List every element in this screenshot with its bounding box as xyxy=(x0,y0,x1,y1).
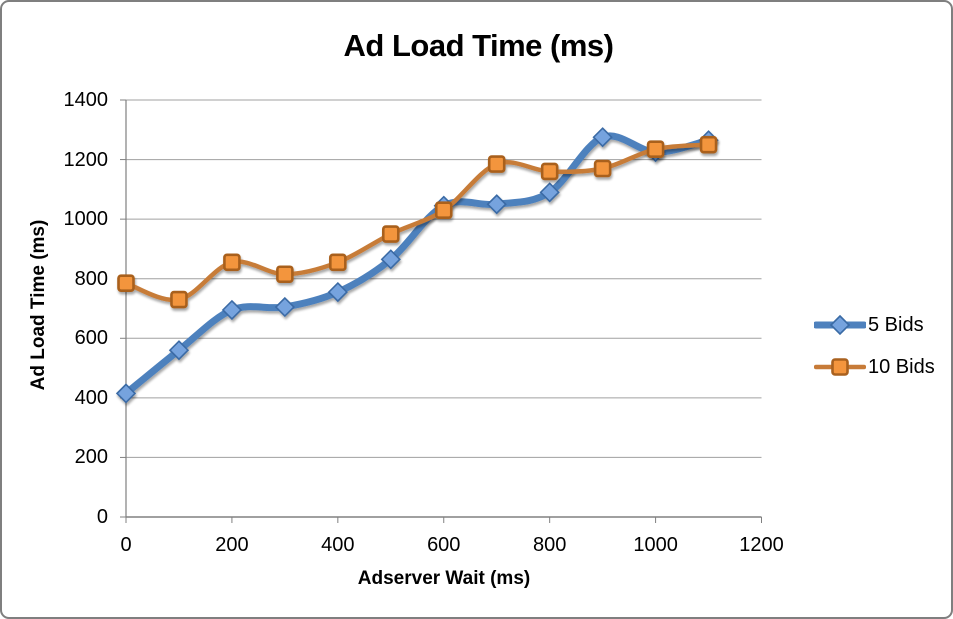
x-tick-label: 1200 xyxy=(739,534,784,556)
legend-label-5-bids: 5 Bids xyxy=(868,313,924,336)
x-tick-label: 1000 xyxy=(633,534,678,556)
x-axis-title: Adserver Wait (ms) xyxy=(357,568,531,589)
data-point-marker[interactable] xyxy=(274,296,296,318)
data-point-marker[interactable] xyxy=(329,253,347,272)
chart-title: Ad Load Time (ms) xyxy=(343,28,614,63)
data-point-marker[interactable] xyxy=(540,162,559,181)
x-tick-label: 600 xyxy=(427,534,461,556)
y-tick-label: 800 xyxy=(74,267,108,290)
data-point-marker[interactable] xyxy=(487,155,506,173)
x-tick-label: 400 xyxy=(321,534,355,556)
x-tick-label: 200 xyxy=(215,534,249,556)
data-point-marker[interactable] xyxy=(223,253,241,272)
series-5-bids xyxy=(115,127,719,404)
data-point-marker[interactable] xyxy=(699,135,718,154)
data-point-marker[interactable] xyxy=(829,314,851,336)
series-line[interactable] xyxy=(122,132,713,397)
data-point-marker[interactable] xyxy=(381,225,400,243)
legend-item-5-bids[interactable]: 5 Bids xyxy=(814,308,935,342)
data-point-marker[interactable] xyxy=(168,340,190,361)
y-tick-label: 1400 xyxy=(63,89,109,111)
series-10-bids xyxy=(117,135,718,309)
data-point-marker[interactable] xyxy=(593,159,612,178)
x-tick-label: 0 xyxy=(120,534,132,556)
y-tick-label: 1000 xyxy=(63,208,109,231)
y-tick-label: 400 xyxy=(74,386,108,409)
y-tick-label: 1200 xyxy=(63,148,109,171)
y-tick-label: 600 xyxy=(74,327,108,350)
series-line[interactable] xyxy=(123,142,711,303)
data-point-marker[interactable] xyxy=(592,127,613,148)
data-point-marker[interactable] xyxy=(221,299,243,321)
data-point-marker[interactable] xyxy=(434,201,453,220)
data-point-marker[interactable] xyxy=(486,194,507,215)
data-point-marker[interactable] xyxy=(380,249,401,270)
data-point-marker[interactable] xyxy=(327,281,348,303)
data-point-marker[interactable] xyxy=(170,290,188,309)
y-tick-label: 0 xyxy=(96,506,108,528)
x-tick-label: 800 xyxy=(532,534,567,556)
data-point-marker[interactable] xyxy=(117,274,135,292)
legend-item-10-bids[interactable]: 10 Bids xyxy=(814,350,935,384)
data-point-marker[interactable] xyxy=(115,383,137,404)
data-point-marker[interactable] xyxy=(831,358,849,376)
y-tick-label: 200 xyxy=(74,446,108,469)
legend-label-10-bids: 10 Bids xyxy=(868,355,935,378)
data-point-marker[interactable] xyxy=(646,140,665,158)
data-point-marker[interactable] xyxy=(539,182,560,203)
y-axis-title: Ad Load Time (ms) xyxy=(28,219,49,391)
legend-sample-5-bids xyxy=(814,314,866,336)
data-point-marker[interactable] xyxy=(276,265,294,284)
legend: 5 Bids 10 Bids xyxy=(814,308,935,392)
legend-sample-10-bids xyxy=(814,358,866,376)
